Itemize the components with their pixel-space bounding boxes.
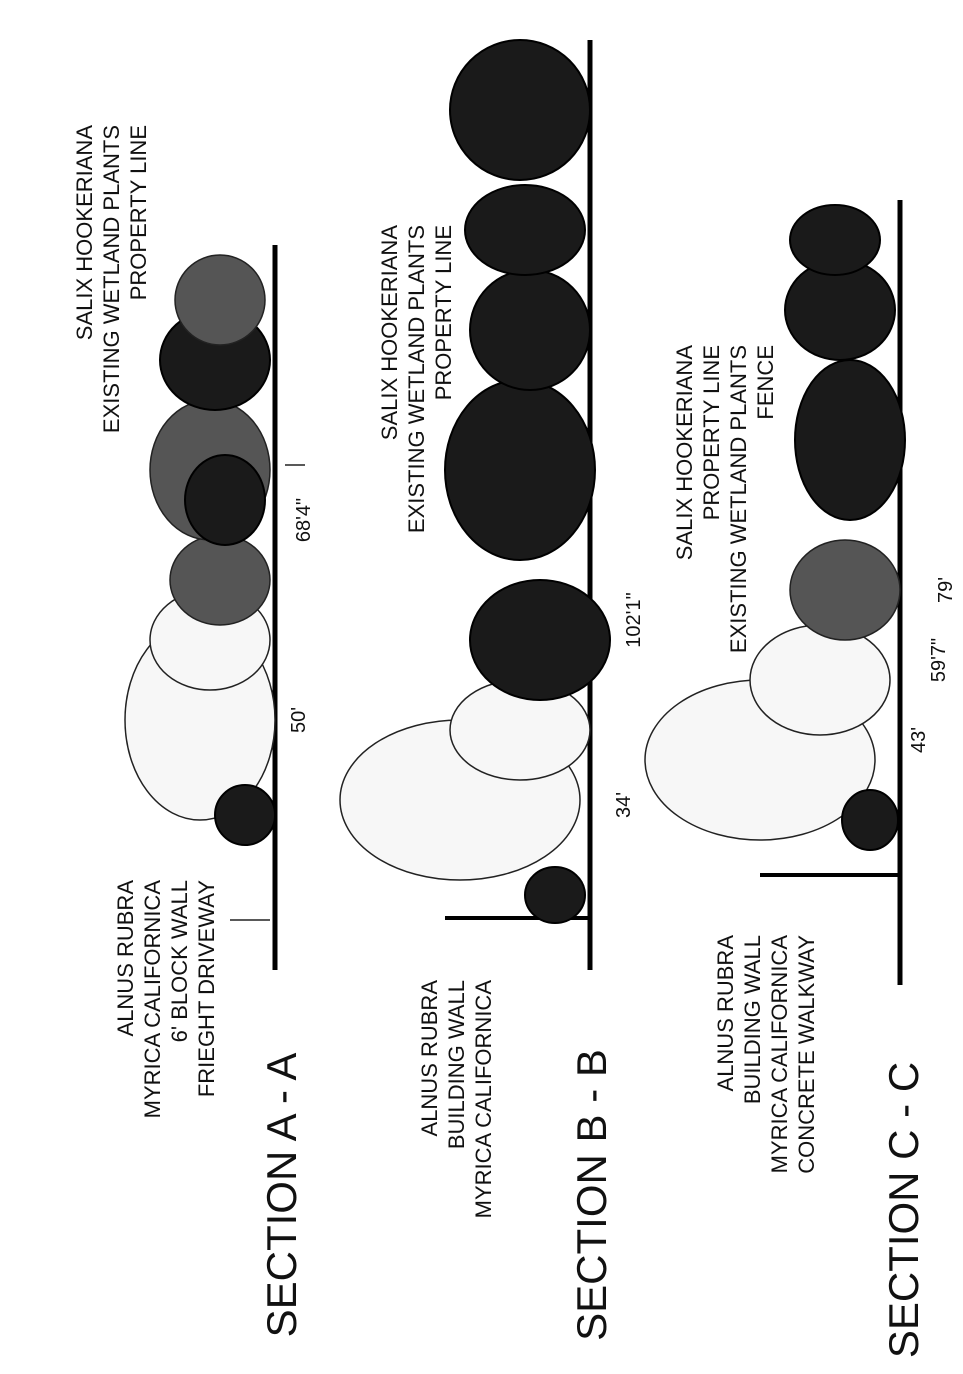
shrub (214, 784, 276, 846)
dimension: 102'1" (623, 592, 645, 647)
section-title: SECTION C - C (880, 1062, 927, 1358)
section-title: SECTION B - B (568, 1049, 615, 1341)
dimension: 79' (935, 577, 957, 603)
plant-label: MYRICA CALIFORNICA (471, 980, 496, 1219)
tree (789, 539, 901, 641)
tree (749, 624, 891, 736)
dimension: 68'4" (293, 498, 315, 542)
shrub (789, 204, 881, 276)
shrub (174, 254, 266, 346)
plant-label: ALNUS RUBRA (713, 935, 738, 1092)
plant-label: MYRICA CALIFORNICA (767, 935, 792, 1174)
feature-label: FRIEGHT DRIVEWAY (194, 880, 219, 1097)
shrub (469, 579, 611, 701)
dimension: 43' (908, 727, 930, 753)
section-b-drawing (339, 39, 611, 970)
dimension: 59'7" (928, 638, 950, 682)
section-c-drawing (644, 200, 906, 985)
tree (169, 534, 271, 626)
plant-label: SALIX HOOKERIANA (672, 345, 697, 561)
shrub (524, 866, 586, 924)
feature-label: CONCRETE WALKWAY (794, 935, 819, 1174)
feature-label: PROPERTY LINE (431, 225, 456, 400)
section-a-drawing (124, 245, 305, 970)
plant-label: SALIX HOOKERIANA (72, 125, 97, 341)
shrub (464, 184, 586, 276)
shrub (444, 379, 596, 561)
plant-label: ALNUS RUBRA (417, 980, 442, 1137)
dimension: 34' (613, 792, 635, 818)
dimension: 50' (288, 707, 310, 733)
shrub (794, 359, 906, 521)
plant-label: EXISTING WETLAND PLANTS (726, 345, 751, 653)
section-title: SECTION A - A (258, 1053, 305, 1338)
feature-label: PROPERTY LINE (126, 125, 151, 300)
shrub (184, 454, 266, 546)
shrub (469, 269, 591, 391)
shrub (841, 789, 899, 851)
plant-label: EXISTING WETLAND PLANTS (99, 125, 124, 433)
feature-label: BUILDING WALL (444, 980, 469, 1149)
plant-label: SALIX HOOKERIANA (377, 225, 402, 441)
plant-label: ALNUS RUBRA (113, 880, 138, 1037)
feature-label: FENCE (753, 345, 778, 420)
feature-label: PROPERTY LINE (699, 345, 724, 520)
feature-label: 6' BLOCK WALL (167, 880, 192, 1042)
shrub (449, 39, 591, 181)
plant-label: MYRICA CALIFORNICA (140, 880, 165, 1119)
feature-label: BUILDING WALL (740, 935, 765, 1104)
plant-label: EXISTING WETLAND PLANTS (404, 225, 429, 533)
